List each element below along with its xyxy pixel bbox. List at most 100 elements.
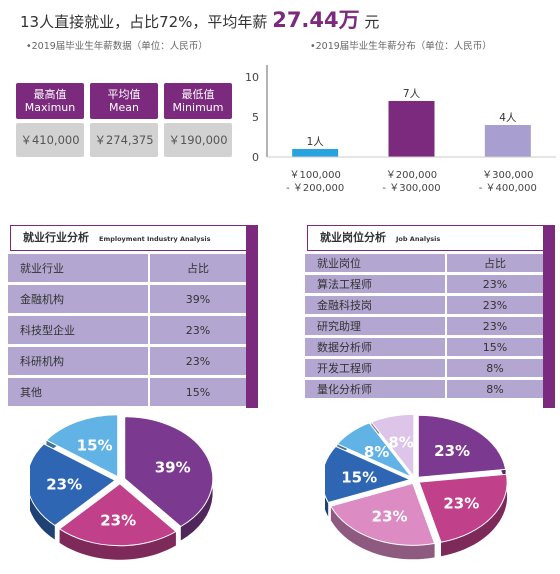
jobs-header-name: 就业岗位	[305, 254, 445, 272]
industry-pie-slice-side	[59, 528, 176, 560]
industry-pie-slice-label: 15%	[77, 437, 113, 455]
industry-pie-slice	[58, 483, 177, 547]
jobs-pie-slice	[336, 422, 412, 478]
bar-value-label: 1人	[307, 136, 325, 148]
stat-max-header: 最高值 Maximun	[16, 83, 84, 119]
stat-mean-header: 平均值 Mean	[90, 83, 158, 119]
bar-category-label: ￥200,000	[386, 170, 437, 181]
industry-cell-share: 23%	[148, 316, 246, 344]
salary-stats-subtitle: 2019届毕业生年薪数据（单位：人民币）	[26, 38, 208, 52]
bar	[484, 125, 531, 157]
jobs-cell-name: 金融科技岗	[305, 296, 445, 314]
jobs-pie-slice	[370, 413, 415, 478]
industry-header-name: 就业行业	[8, 254, 148, 282]
jobs-pie-slice-label: 23%	[443, 494, 479, 512]
bar-category-label: ￥100,000	[289, 170, 340, 181]
bar-y-tick-label: 5	[252, 111, 259, 124]
salary-bar-chart: 0 5 10 1人 7人 4人 ￥100,000 - ￥200,000 ￥200,000 - …	[245, 65, 556, 194]
stat-min-header: 最低值 Minimum	[164, 83, 232, 119]
jobs-pie-slice-label: 8%	[364, 443, 389, 461]
jobs-cell-name: 算法工程师	[305, 275, 445, 293]
jobs-pie-slice	[418, 473, 508, 543]
jobs-pie-slice-label: 23%	[372, 507, 408, 525]
stat-max-label-cn: 最高值	[33, 88, 67, 101]
industry-cell-name: 金融机构	[8, 285, 148, 313]
industry-pie-slice-label: 39%	[155, 459, 191, 477]
jobs-pie-slice-label: 15%	[341, 468, 377, 486]
headline-prefix: 13人直接就业，占比72%，平均年薪	[20, 13, 273, 31]
jobs-title: 就业岗位分析	[320, 231, 386, 244]
stat-mean-label-en: Mean	[109, 101, 139, 114]
bar-value-label: 7人	[403, 88, 421, 100]
bar-y-tick-label: 10	[245, 71, 259, 84]
jobs-pie-slice-label: 8%	[388, 434, 413, 452]
industry-title: 就业行业分析	[23, 231, 89, 244]
industry-cell-share: 23%	[148, 347, 246, 375]
bar-y-tick-label: 0	[252, 151, 259, 164]
industry-table: 就业行业 占比 金融机构 39% 科技型企业 23% 科研机构 23% 其他 15%	[8, 251, 246, 409]
jobs-cell-share: 8%	[445, 359, 543, 377]
table-row: 开发工程师 8%	[305, 359, 543, 377]
bar-category-label: - ￥400,000	[479, 183, 537, 194]
jobs-title-en: Job Analysis	[396, 235, 441, 243]
industry-section-title: 就业行业分析 Employment Industry Analysis	[10, 225, 246, 251]
stat-mean-value: ￥274,375	[90, 123, 158, 157]
bar	[388, 101, 435, 157]
industry-pie-chart: 39% 23% 23% 15%	[30, 414, 214, 560]
jobs-table: 就业岗位 占比 算法工程师 23% 金融科技岗 23% 研究助理 23% 数据分析师 15…	[305, 251, 543, 401]
table-row: 金融机构 39%	[8, 285, 246, 313]
stat-mean-label-cn: 平均值	[107, 88, 141, 101]
table-row: 金融科技岗 23%	[305, 296, 543, 314]
table-header-row: 就业行业 占比	[8, 254, 246, 282]
jobs-cell-name: 研究助理	[305, 317, 445, 335]
bar-category-label: ￥300,000	[482, 170, 533, 181]
industry-pie-slice-label: 23%	[100, 512, 136, 530]
jobs-pie-slice-label: 23%	[434, 442, 470, 460]
industry-header-share: 占比	[148, 254, 246, 282]
jobs-pie-slice	[417, 414, 507, 478]
jobs-cell-share: 8%	[445, 380, 543, 398]
headline-suffix: 元	[359, 13, 380, 31]
industry-cell-share: 39%	[148, 285, 246, 313]
bar-category-label: - ￥200,000	[286, 183, 344, 194]
headline-salary: 27.44万	[272, 8, 360, 32]
table-row: 科研机构 23%	[8, 347, 246, 375]
bar-value-label: 4人	[499, 112, 517, 124]
jobs-pie-slice	[330, 482, 436, 546]
industry-cell-name: 其他	[8, 378, 148, 406]
bar	[292, 149, 339, 157]
stat-max-value: ￥410,000	[16, 123, 84, 157]
table-row: 其他 15%	[8, 378, 246, 406]
bar-chart-title: 2019届毕业生年薪分布（单位：人民币）	[310, 38, 492, 52]
jobs-pie-slice	[325, 445, 412, 504]
industry-pie-slice-side	[30, 443, 55, 540]
industry-section-bar	[246, 225, 258, 408]
jobs-section-title: 就业岗位分析 Job Analysis	[307, 225, 543, 251]
industry-pie-slice	[30, 443, 116, 527]
stat-max-label-en: Maximun	[24, 101, 76, 114]
table-row: 量化分析师 8%	[305, 380, 543, 398]
jobs-pie-chart: 23% 23% 23% 15% 8%8%	[325, 413, 508, 560]
table-header-row: 就业岗位 占比	[305, 254, 543, 272]
industry-cell-name: 科技型企业	[8, 316, 148, 344]
jobs-cell-name: 量化分析师	[305, 380, 445, 398]
industry-pie-slice	[124, 416, 214, 528]
jobs-header-share: 占比	[445, 254, 543, 272]
industry-cell-share: 15%	[148, 378, 246, 406]
table-row: 研究助理 23%	[305, 317, 543, 335]
stat-min-label-en: Minimum	[172, 101, 224, 114]
industry-cell-name: 科研机构	[8, 347, 148, 375]
headline: 13人直接就业，占比72%，平均年薪 27.44万 元	[20, 4, 379, 34]
jobs-cell-share: 23%	[445, 296, 543, 314]
industry-pie-slice-label: 23%	[46, 476, 82, 494]
jobs-cell-share: 15%	[445, 338, 543, 356]
jobs-cell-share: 23%	[445, 275, 543, 293]
table-row: 算法工程师 23%	[305, 275, 543, 293]
industry-title-en: Employment Industry Analysis	[99, 235, 211, 243]
jobs-cell-name: 开发工程师	[305, 359, 445, 377]
stat-min-label-cn: 最低值	[181, 88, 215, 101]
industry-pie-slice	[45, 414, 119, 478]
jobs-pie-slice-side	[330, 506, 435, 560]
jobs-section-bar	[543, 225, 555, 408]
table-row: 科技型企业 23%	[8, 316, 246, 344]
